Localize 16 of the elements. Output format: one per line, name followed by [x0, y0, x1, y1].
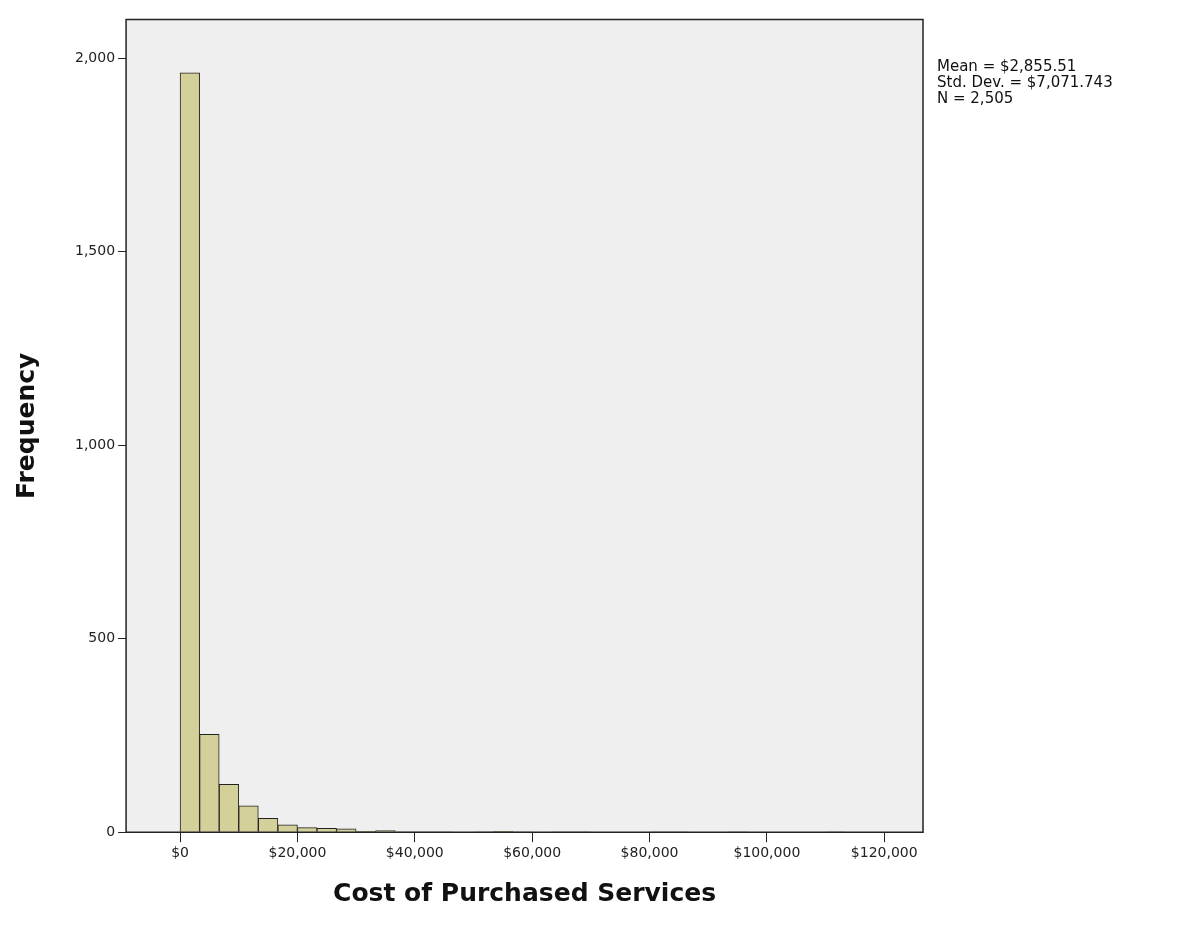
x-tick-label: $80,000	[620, 844, 679, 861]
x-tick-label: $40,000	[385, 844, 444, 861]
y-tick-label: 1,000	[74, 435, 116, 452]
x-tick-label: $20,000	[268, 844, 327, 861]
y-tick-label: 1,500	[74, 242, 116, 259]
text: Mean = $2,855.51	[937, 56, 1077, 75]
y-tick-label: 0	[106, 822, 116, 839]
x-axis-title: Cost of Purchased Services	[333, 877, 717, 907]
x-tick-label: $100,000	[733, 844, 801, 861]
y-tick-label: 500	[88, 629, 116, 646]
x-tick-label: $0	[171, 844, 189, 861]
text: N = 2,505	[937, 88, 1014, 107]
y-tick-label: 2,000	[74, 48, 116, 65]
x-tick-label: $60,000	[503, 844, 562, 861]
x-tick-label: $120,000	[850, 844, 918, 861]
y-axis-title: Frequency	[10, 352, 40, 499]
